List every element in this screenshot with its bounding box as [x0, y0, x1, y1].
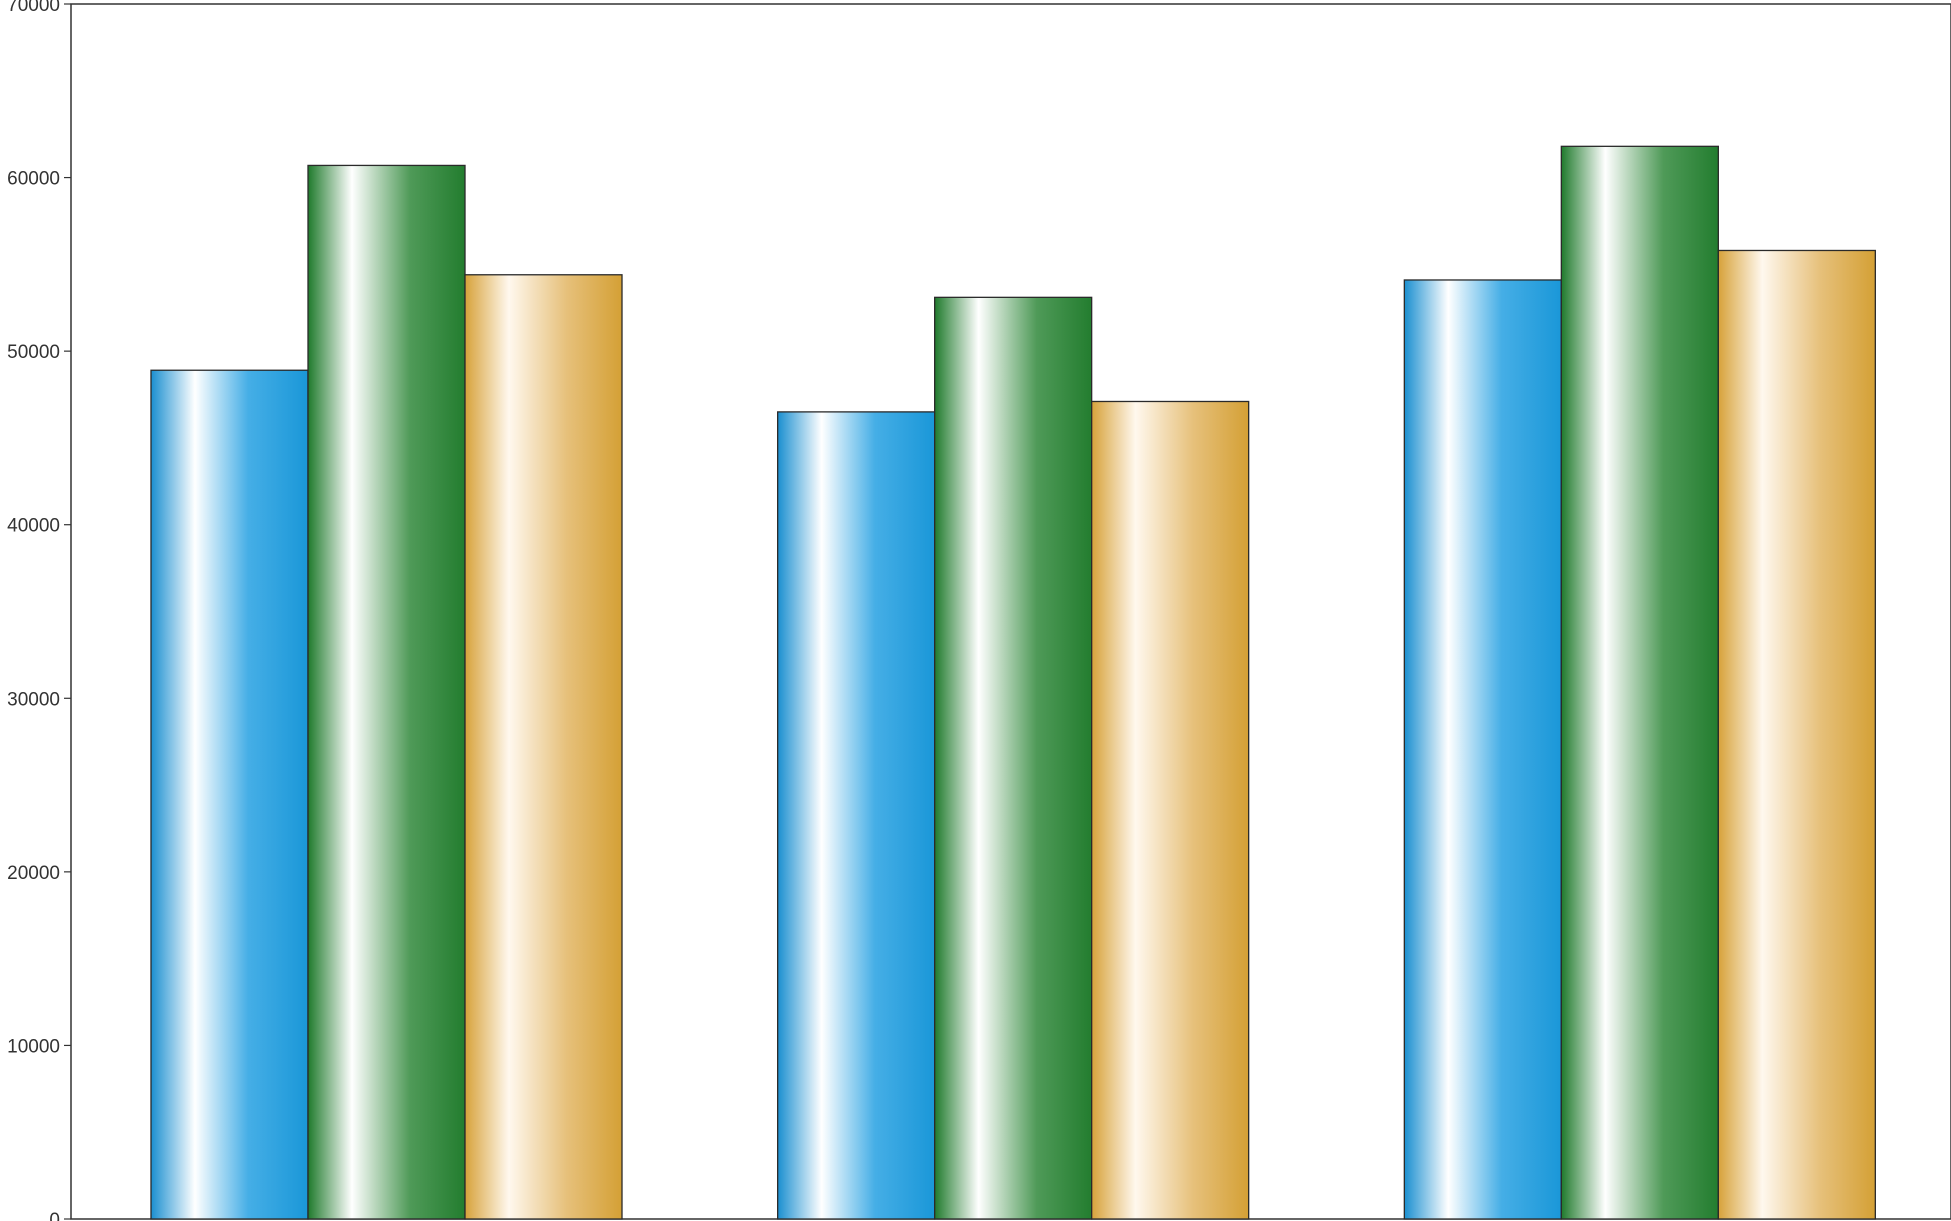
y-tick-label: 10000	[7, 1036, 60, 1057]
bar-series-1-group-1	[150, 369, 309, 1220]
y-tick-label: 30000	[7, 689, 60, 710]
y-tick-label: 60000	[7, 169, 60, 190]
bar-series-1-group-2	[777, 411, 936, 1220]
y-tick-label: 0	[49, 1210, 60, 1221]
bar-series-1-group-3	[1403, 279, 1562, 1220]
bar-series-3-group-3	[1717, 249, 1876, 1220]
y-tick-label: 20000	[7, 863, 60, 884]
bar-series-2-group-3	[1560, 145, 1719, 1220]
bars	[150, 145, 1876, 1220]
y-tick-label: 70000	[7, 0, 60, 16]
bar-series-2-group-1	[307, 164, 466, 1220]
y-axis: 0 10000 20000 30000 40000 50000 60000 70000	[7, 0, 71, 1221]
bar-series-3-group-1	[464, 274, 623, 1220]
y-tick-label: 50000	[7, 342, 60, 363]
y-tick-label: 40000	[7, 516, 60, 537]
bar-series-2-group-2	[934, 296, 1093, 1220]
bar-series-3-group-2	[1091, 400, 1250, 1220]
